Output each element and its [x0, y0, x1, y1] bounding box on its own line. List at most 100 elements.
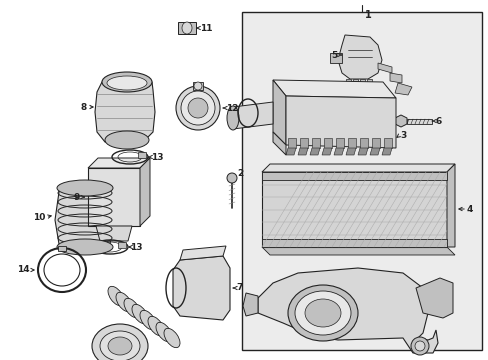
- Bar: [58, 246, 66, 251]
- Text: 10: 10: [33, 212, 45, 221]
- Text: 7: 7: [236, 284, 242, 292]
- Ellipse shape: [107, 76, 147, 90]
- Polygon shape: [357, 148, 367, 155]
- Polygon shape: [96, 226, 132, 241]
- Ellipse shape: [226, 173, 237, 183]
- Bar: [193, 82, 203, 90]
- Bar: [359, 79, 364, 87]
- Polygon shape: [272, 80, 285, 145]
- Text: 1: 1: [364, 10, 371, 20]
- Ellipse shape: [57, 239, 113, 255]
- Polygon shape: [232, 102, 272, 129]
- Polygon shape: [95, 82, 155, 144]
- Ellipse shape: [187, 98, 207, 118]
- Polygon shape: [347, 138, 355, 148]
- Polygon shape: [262, 247, 454, 255]
- Polygon shape: [258, 268, 437, 353]
- Ellipse shape: [100, 331, 140, 360]
- Bar: [262, 239, 446, 247]
- Text: 2: 2: [237, 168, 243, 177]
- Polygon shape: [287, 138, 295, 148]
- Ellipse shape: [124, 298, 140, 318]
- Ellipse shape: [176, 86, 220, 130]
- Polygon shape: [415, 278, 452, 318]
- Polygon shape: [377, 63, 391, 73]
- Polygon shape: [297, 148, 307, 155]
- Polygon shape: [446, 164, 454, 247]
- Bar: [346, 79, 350, 87]
- Polygon shape: [389, 73, 401, 83]
- Polygon shape: [262, 164, 454, 172]
- Text: 14: 14: [18, 266, 30, 274]
- Polygon shape: [381, 148, 391, 155]
- Polygon shape: [285, 96, 395, 148]
- Text: 13: 13: [130, 243, 142, 252]
- Polygon shape: [140, 158, 150, 226]
- Ellipse shape: [287, 285, 357, 341]
- Ellipse shape: [294, 291, 350, 335]
- Ellipse shape: [116, 292, 132, 312]
- Ellipse shape: [181, 91, 215, 125]
- Polygon shape: [337, 35, 381, 79]
- Ellipse shape: [92, 324, 148, 360]
- Text: 12: 12: [225, 104, 238, 113]
- Text: 9: 9: [74, 193, 80, 202]
- Polygon shape: [346, 148, 355, 155]
- Bar: [262, 172, 446, 180]
- Ellipse shape: [182, 22, 192, 34]
- Bar: [178, 22, 196, 34]
- Bar: [262, 172, 446, 247]
- Polygon shape: [88, 158, 150, 168]
- Polygon shape: [394, 115, 406, 127]
- Polygon shape: [55, 185, 113, 250]
- Ellipse shape: [156, 322, 172, 342]
- Ellipse shape: [105, 131, 149, 149]
- Ellipse shape: [305, 299, 340, 327]
- Bar: [406, 119, 431, 124]
- Ellipse shape: [140, 310, 156, 330]
- Polygon shape: [180, 246, 225, 260]
- Text: 6: 6: [434, 117, 440, 126]
- Ellipse shape: [108, 337, 132, 355]
- Ellipse shape: [410, 337, 428, 355]
- Polygon shape: [272, 132, 285, 155]
- Polygon shape: [383, 138, 391, 148]
- Ellipse shape: [108, 286, 124, 306]
- Ellipse shape: [226, 106, 239, 130]
- Polygon shape: [311, 138, 319, 148]
- Bar: [352, 79, 357, 87]
- Polygon shape: [299, 138, 307, 148]
- Polygon shape: [173, 256, 229, 320]
- Polygon shape: [243, 293, 258, 316]
- Polygon shape: [394, 83, 411, 95]
- Bar: [118, 242, 126, 248]
- Text: 5: 5: [331, 50, 337, 59]
- Polygon shape: [309, 148, 319, 155]
- Bar: [88, 168, 140, 226]
- Text: 8: 8: [81, 103, 87, 112]
- Ellipse shape: [163, 328, 180, 348]
- Ellipse shape: [414, 341, 424, 351]
- Ellipse shape: [148, 316, 163, 336]
- Polygon shape: [321, 148, 331, 155]
- Text: 11: 11: [200, 23, 212, 32]
- Polygon shape: [369, 148, 379, 155]
- Bar: [329, 53, 341, 63]
- Ellipse shape: [102, 72, 152, 92]
- Bar: [138, 152, 146, 158]
- Text: 3: 3: [399, 131, 406, 140]
- Ellipse shape: [57, 180, 113, 196]
- Ellipse shape: [194, 82, 202, 90]
- Polygon shape: [333, 148, 343, 155]
- Polygon shape: [371, 138, 379, 148]
- Polygon shape: [272, 80, 395, 98]
- Polygon shape: [324, 138, 331, 148]
- Text: 13: 13: [151, 153, 163, 162]
- Polygon shape: [285, 148, 295, 155]
- Polygon shape: [359, 138, 367, 148]
- Polygon shape: [335, 138, 343, 148]
- Bar: [366, 79, 371, 87]
- Text: 4: 4: [466, 204, 472, 213]
- Bar: [242, 12, 481, 350]
- Ellipse shape: [132, 304, 148, 324]
